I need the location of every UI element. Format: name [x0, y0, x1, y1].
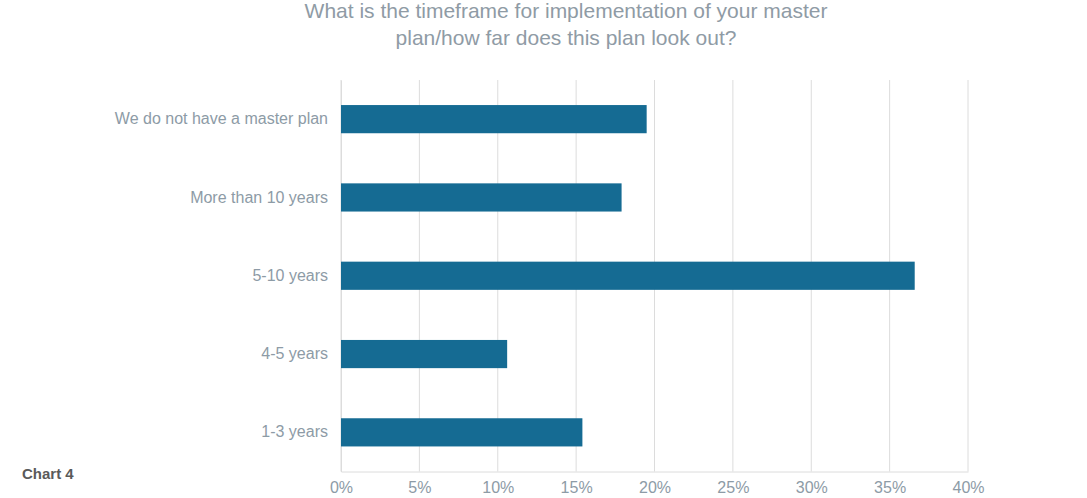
chart: 0% 5% 10% 15% 20% 25% 30% 35% 40% We do not have … [0, 0, 1087, 498]
annotation: Chart 4 [22, 465, 74, 482]
x-tick: 5% [408, 472, 431, 496]
x-tick: 15% [561, 472, 593, 496]
bar [341, 418, 582, 446]
x-tick-label: 25% [717, 479, 749, 496]
x-tick: 0% [330, 472, 353, 496]
x-tick: 35% [874, 472, 906, 496]
x-tick: 10% [482, 472, 514, 496]
title: What is the timeframe for implementation… [305, 0, 828, 49]
bars [341, 105, 915, 446]
y-tick-label: We do not have a master plan [115, 110, 328, 127]
x-axis-line [342, 472, 969, 473]
y-tick-label: 5-10 years [252, 267, 328, 284]
y-axis: We do not have a master plan More than 10… [115, 81, 342, 473]
y-tick: More than 10 years [190, 189, 341, 206]
x-tick-label: 40% [952, 479, 984, 496]
grid [341, 80, 968, 472]
bar [341, 340, 507, 368]
bar [341, 183, 622, 211]
x-tick: 20% [639, 472, 671, 496]
x-tick-label: 0% [330, 479, 353, 496]
x-tick-label: 30% [796, 479, 828, 496]
x-tick-label: 10% [482, 479, 514, 496]
x-tick-label: 15% [561, 479, 593, 496]
y-tick: 1-3 years [261, 423, 341, 440]
grid-line [968, 80, 969, 472]
y-tick-label: More than 10 years [190, 189, 328, 206]
x-tick-label: 5% [408, 479, 431, 496]
y-tick: We do not have a master plan [115, 110, 341, 127]
y-tick-label: 1-3 years [261, 423, 328, 440]
y-tick: 5-10 years [252, 267, 341, 284]
x-tick-label: 35% [874, 479, 906, 496]
x-tick: 30% [796, 472, 828, 496]
bar [341, 262, 915, 290]
x-tick-label: 20% [639, 479, 671, 496]
bar [341, 105, 647, 133]
x-tick: 25% [717, 472, 749, 496]
x-axis: 0% 5% 10% 15% 20% 25% 30% 35% 40% [330, 472, 985, 496]
y-tick-label: 4-5 years [261, 345, 328, 362]
y-tick: 4-5 years [261, 345, 341, 362]
x-tick: 40% [952, 472, 984, 496]
